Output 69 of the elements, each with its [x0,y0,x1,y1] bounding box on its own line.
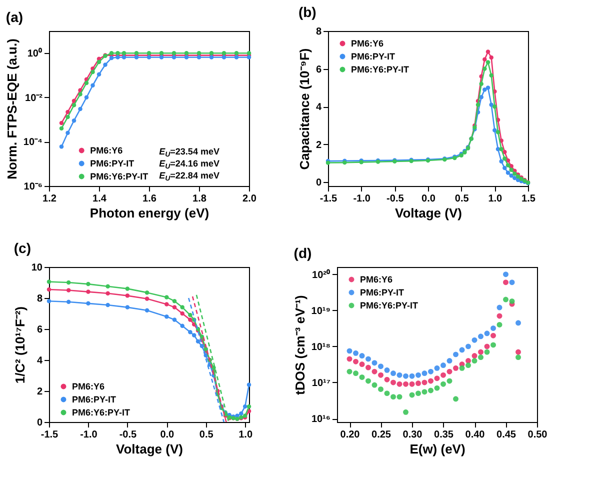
x-tick-label: 0.50 [528,430,548,440]
y-tick-label: 4 [36,356,43,366]
x-tick-label: 0.40 [465,430,486,440]
y-axis-title: Norm. FTPS-EQE (a.u.) [4,38,20,180]
y-tick-label: 10¹⁸ [311,342,331,353]
x-tick-label: 0.45 [496,430,516,440]
x-tick-label: -1.5 [320,194,338,204]
x-tick-label: 0.0 [160,430,175,440]
y-tick-label: 10⁻⁶ [24,182,42,192]
legend-label: PM6:PY-IT [90,158,135,168]
y-tick-label: 0 [316,178,322,189]
y-tick-label: 10¹⁹ [311,306,331,317]
y-tick-label: 10⁻² [25,92,44,104]
x-tick-label: 0.30 [402,430,423,440]
legend-label: PM6:PY-IT [351,52,396,62]
x-tick-label: 2.0 [242,194,257,204]
y-axis-title: Capacitance (10⁻⁹F) [296,48,312,170]
x-tick-label: 0.5 [454,194,470,204]
legend-label: PM6:PY-IT [72,394,117,404]
legend-label: PM6:Y6:PY-IT [72,408,131,418]
legend-label: PM6:Y6:PY-IT [90,172,149,182]
x-axis-title: Voltage (V) [395,206,462,220]
y-tick-label: 8 [316,26,322,38]
x-axis-title: Photon energy (eV) [90,206,210,220]
x-tick-label: 0.25 [372,430,392,440]
y-tick-label: 10¹⁷ [312,378,330,389]
x-tick-label: 1.6 [142,194,157,204]
x-tick-label: -1.0 [80,430,98,440]
x-tick-label: 0.5 [199,430,214,440]
x-tick-label: -1.5 [40,430,59,440]
y-tick-label: 10¹⁶ [311,414,330,426]
x-axis-title: Voltage (V) [116,442,183,456]
legend-label: PM6:Y6 [90,146,123,156]
y-tick-label: 2 [36,386,43,398]
y-tick-label: 10 [31,262,43,274]
chart-title: (c) [14,240,31,256]
legend-label: PM6:Y6 [360,274,393,284]
y-tick-label: 2 [316,140,322,151]
y-tick-label: 0 [36,418,43,428]
x-tick-label: 0.20 [340,430,360,440]
y-tick-label: 10⁻⁴ [23,137,43,148]
x-tick-label: 1.8 [192,194,207,204]
y-axis-title: tDOS (cm⁻³ eV⁻¹) [292,295,308,395]
x-tick-label: 1.5 [522,194,536,204]
chart-title: (b) [298,4,316,20]
y-tick-label: 8 [36,294,43,304]
y-axis-title: 1/C² (10¹⁷F⁻²) [12,306,28,384]
x-tick-label: -0.5 [119,430,137,440]
y-tick-label: 10⁰ [27,48,42,60]
legend-label: PM6:Y6 [351,38,384,48]
legend-label: PM6:Y6 [72,382,105,392]
y-tick-label: 4 [316,102,322,114]
legend-label: PM6:PY-IT [360,288,405,298]
x-tick-label: 0.0 [422,194,436,204]
legend-label: PM6:Y6:PY-IT [351,64,410,74]
x-tick-label: -1.0 [353,194,371,204]
y-tick-label: 6 [36,324,43,336]
chart-title: (d) [294,245,312,261]
x-tick-label: -0.5 [386,194,404,204]
x-tick-label: 1.0 [238,430,253,440]
x-axis-title: E(w) (eV) [410,442,466,456]
x-tick-label: 1.0 [488,194,503,204]
legend-label: PM6:Y6:PY-IT [360,300,419,310]
x-tick-label: 1.4 [92,194,107,204]
y-tick-label: 10²⁰ [312,268,330,281]
y-tick-label: 6 [316,64,322,76]
x-tick-label: 0.35 [434,430,454,440]
chart-title: (a) [6,9,24,25]
x-tick-label: 1.2 [42,194,57,204]
